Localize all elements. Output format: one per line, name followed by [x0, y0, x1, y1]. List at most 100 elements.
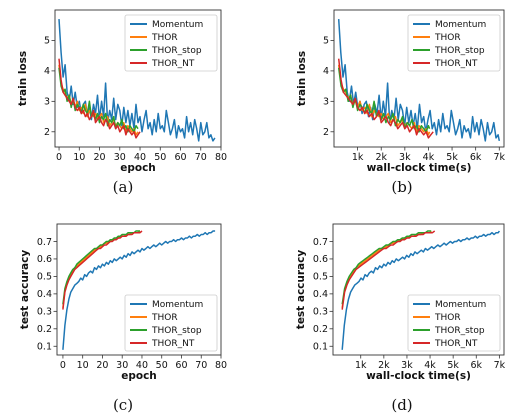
y-tick-label: 4 — [323, 66, 329, 77]
series-line-thor-nt — [58, 58, 141, 139]
y-tick-label: 2 — [44, 127, 50, 138]
y-axis-label: test accuracy — [19, 250, 31, 330]
legend-label: THOR_stop — [434, 326, 485, 336]
x-axis-label: wall-clock time(s) — [367, 162, 472, 174]
y-tick-label: 0.6 — [313, 254, 328, 265]
legend-label: Momentum — [435, 300, 486, 310]
y-tick-label: 0.1 — [37, 342, 52, 353]
y-tick-label: 0.3 — [37, 307, 52, 318]
y-tick-label: 5 — [44, 36, 50, 47]
legend: Momentum THOR THOR_stop THOR_NT — [124, 14, 218, 72]
y-tick-label: 0.2 — [313, 324, 328, 335]
x-tick-label: 1k — [355, 360, 367, 371]
y-tick-label: 5 — [323, 36, 329, 47]
x-tick-label: 80 — [215, 360, 227, 371]
x-tick-label: 0 — [56, 152, 62, 163]
x-tick-label: 50 — [156, 360, 168, 371]
x-tick-label: 10 — [73, 152, 85, 163]
legend-label: THOR_stop — [151, 326, 202, 336]
y-tick-label: 3 — [44, 97, 50, 108]
chart-panel-0: 0 10 20 30 40 50 60 70 80 2 3 4 5 epoch train loss Mome… — [17, 9, 227, 196]
series-line-thor-nt — [341, 230, 436, 310]
y-tick-label: 0.4 — [37, 289, 52, 300]
panel-caption: (b) — [391, 178, 412, 196]
legend-box — [407, 294, 501, 352]
legend-box — [407, 14, 501, 72]
x-tick-label: 20 — [96, 360, 108, 371]
x-tick-label: 30 — [114, 152, 126, 163]
chart-panel-1: 1k 2k 3k 4k 5k 6k 7k 2 3 4 5 wall-clock time(s) trai… — [296, 9, 506, 196]
x-tick-label: 3k — [399, 152, 411, 163]
series-line-thor-stop — [341, 230, 432, 305]
legend: Momentum THOR THOR_stop THOR_NT — [407, 294, 501, 352]
x-axis-label: epoch — [121, 370, 157, 382]
series-line-momentum — [62, 230, 216, 350]
legend-label: THOR — [151, 33, 178, 43]
legend-label: THOR_NT — [151, 59, 195, 69]
x-tick-label: 3k — [401, 360, 413, 371]
x-axis-label: wall-clock time(s) — [366, 370, 471, 382]
panel-caption: (c) — [113, 396, 133, 414]
y-tick-label: 0.1 — [313, 342, 328, 353]
x-axis-label: epoch — [120, 162, 156, 174]
y-tick-label: 3 — [323, 97, 329, 108]
x-tick-label: 1k — [352, 152, 364, 163]
legend-label: THOR_stop — [151, 46, 202, 56]
series-line-thor-nt — [337, 58, 434, 139]
x-tick-label: 7k — [494, 360, 506, 371]
x-tick-label: 80 — [215, 152, 227, 163]
series-line-thor-stop — [62, 230, 140, 305]
x-tick-label: 7k — [494, 152, 506, 163]
legend-label: Momentum — [435, 20, 486, 30]
y-tick-label: 0.6 — [37, 254, 52, 265]
y-tick-label: 0.7 — [37, 237, 52, 248]
x-tick-label: 6k — [470, 360, 482, 371]
legend-label: THOR_NT — [434, 59, 478, 69]
x-tick-label: 50 — [154, 152, 166, 163]
x-tick-label: 4k — [423, 152, 435, 163]
legend-label: THOR_stop — [434, 46, 485, 56]
x-tick-label: 0 — [60, 360, 66, 371]
legend-box — [124, 294, 218, 352]
x-tick-label: 60 — [174, 152, 186, 163]
x-tick-label: 10 — [77, 360, 89, 371]
y-axis-label: train loss — [17, 51, 29, 106]
y-tick-label: 0.5 — [37, 272, 52, 283]
legend-label: THOR — [151, 313, 178, 323]
series-line-momentum — [337, 19, 501, 142]
x-tick-label: 40 — [136, 360, 148, 371]
series-line-momentum — [341, 230, 501, 350]
chart-panel-3: 1k 2k 3k 4k 5k 6k 7k 0.1 0.2 0.3 0.4 0.5 0.6 0.7 wall-… — [295, 223, 506, 414]
legend-label: THOR — [434, 313, 461, 323]
panel-caption: (d) — [391, 396, 412, 414]
x-tick-label: 2k — [375, 152, 387, 163]
y-tick-label: 0.3 — [313, 307, 328, 318]
y-tick-label: 4 — [44, 66, 50, 77]
x-tick-label: 30 — [116, 360, 128, 371]
x-tick-label: 70 — [195, 360, 207, 371]
y-axis-label: train loss — [296, 51, 308, 106]
y-tick-label: 0.4 — [313, 289, 328, 300]
legend-label: THOR_NT — [434, 339, 478, 349]
legend-label: THOR_NT — [151, 339, 195, 349]
x-tick-label: 60 — [175, 360, 187, 371]
legend-label: THOR — [434, 33, 461, 43]
y-tick-label: 0.2 — [37, 324, 52, 335]
legend-box — [124, 14, 218, 72]
x-tick-label: 4k — [424, 360, 436, 371]
x-tick-label: 70 — [195, 152, 207, 163]
y-tick-label: 2 — [323, 127, 329, 138]
x-tick-label: 5k — [446, 152, 458, 163]
x-tick-label: 2k — [378, 360, 390, 371]
legend: Momentum THOR THOR_stop THOR_NT — [407, 14, 501, 72]
legend-label: Momentum — [152, 20, 203, 30]
legend-label: Momentum — [152, 300, 203, 310]
y-axis-label: test accuracy — [295, 250, 307, 330]
chart-panel-2: 0 10 20 30 40 50 60 70 80 0.1 0.2 0.3 0.4 0.5 0.6 0.7 ep… — [19, 223, 227, 414]
x-tick-label: 40 — [134, 152, 146, 163]
panel-caption: (a) — [113, 178, 134, 196]
legend: Momentum THOR THOR_stop THOR_NT — [124, 294, 218, 352]
x-tick-label: 6k — [470, 152, 482, 163]
y-tick-label: 0.7 — [313, 237, 328, 248]
